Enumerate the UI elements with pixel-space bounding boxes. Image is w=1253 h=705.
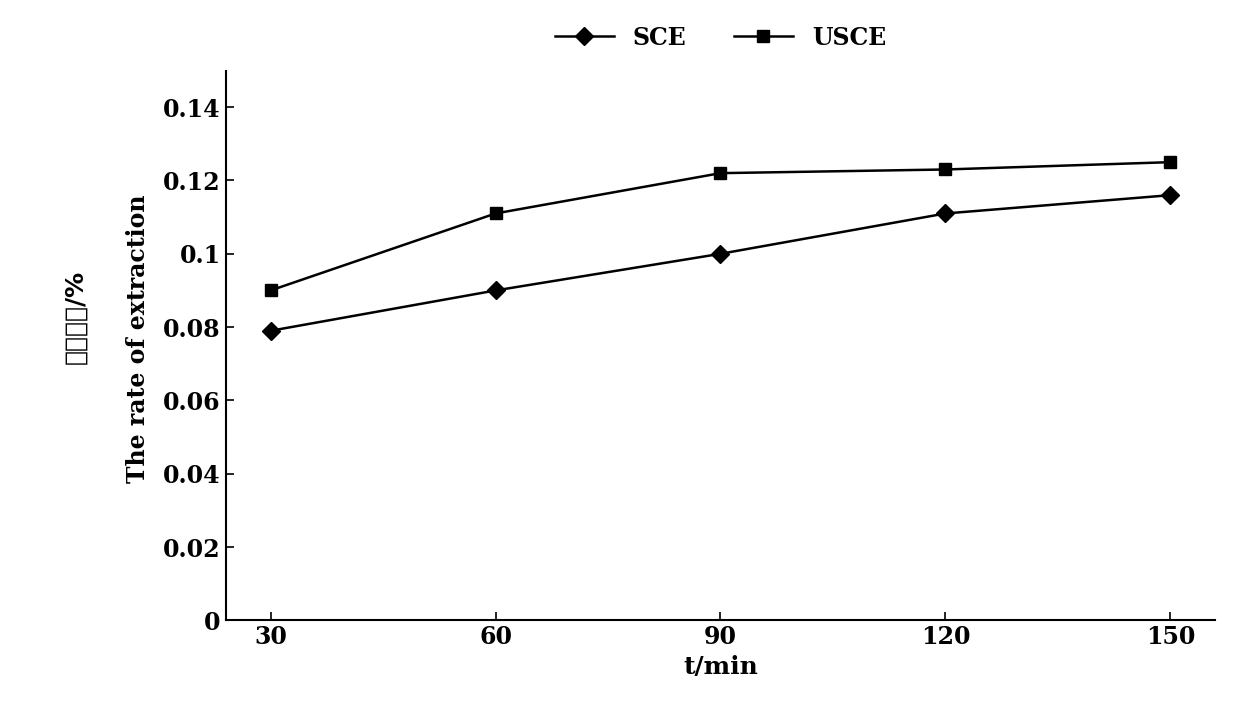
- Line: SCE: SCE: [264, 189, 1177, 337]
- SCE: [938, 209, 954, 218]
- USCE: [487, 209, 502, 218]
- Legend: SCE, USCE: SCE, USCE: [545, 16, 896, 59]
- USCE: [713, 169, 728, 178]
- Text: The rate of extraction: The rate of extraction: [125, 194, 150, 483]
- X-axis label: t/min: t/min: [683, 655, 758, 679]
- Line: USCE: USCE: [264, 156, 1177, 297]
- USCE: [1163, 158, 1178, 166]
- USCE: [938, 165, 954, 173]
- SCE: [263, 326, 278, 335]
- SCE: [1163, 191, 1178, 200]
- SCE: [713, 250, 728, 258]
- USCE: [263, 286, 278, 295]
- Text: 萃取得率/%: 萃取得率/%: [63, 270, 88, 364]
- SCE: [487, 286, 502, 295]
